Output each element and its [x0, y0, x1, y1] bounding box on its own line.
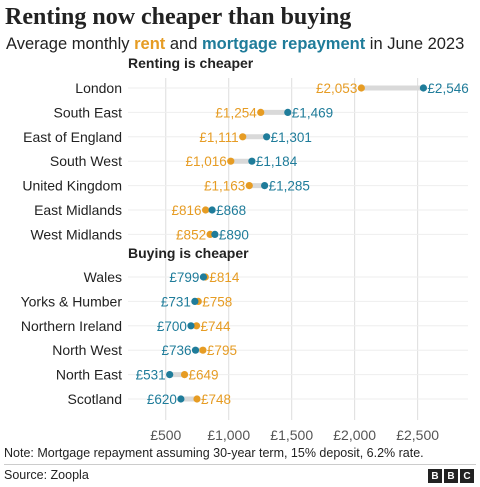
subtitle-mid: and [165, 35, 202, 53]
rent-value-label: £1,111 [199, 130, 238, 145]
x-tick-label: £2,500 [396, 427, 439, 443]
bbc-logo-letter: C [460, 469, 474, 483]
footnote: Note: Mortgage repayment assuming 30-yea… [4, 446, 424, 460]
rent-point [201, 206, 210, 214]
bbc-logo-letter: B [444, 469, 458, 483]
rent-value-label: £816 [172, 203, 202, 218]
bbc-logo: B B C [428, 469, 474, 483]
region-label: East Midlands [34, 202, 122, 218]
mortgage-value-label: £1,285 [269, 179, 310, 194]
mortgage-point [419, 84, 428, 92]
subtitle-mortgage: mortgage repayment [201, 35, 366, 53]
rent-value-label: £852 [176, 227, 206, 242]
rent-point [357, 84, 365, 92]
subtitle-post: in June 2023 [365, 35, 465, 53]
subtitle-pre: Average monthly [6, 35, 135, 53]
region-label: South West [50, 153, 122, 169]
rent-value-label: £649 [189, 368, 219, 383]
mortgage-point [211, 230, 219, 238]
rent-value-label: £2,053 [316, 81, 357, 96]
region-label: Yorks & Humber [21, 293, 123, 309]
rent-point [245, 182, 253, 190]
region-label: United Kingdom [22, 178, 122, 194]
mortgage-value-label: £531 [136, 368, 166, 383]
rent-value-label: £1,163 [204, 179, 245, 194]
mortgage-point [177, 395, 185, 403]
region-label: West Midlands [30, 226, 122, 242]
mortgage-value-label: £1,301 [271, 130, 312, 145]
x-tick-label: £1,500 [270, 427, 313, 443]
region-label: Scotland [68, 391, 122, 407]
region-label: North East [56, 367, 122, 383]
rent-point [227, 157, 235, 165]
mortgage-point [248, 157, 256, 165]
mortgage-point [166, 371, 174, 379]
footer-divider [4, 464, 476, 465]
mortgage-value-label: £890 [219, 227, 249, 242]
rent-point [193, 395, 201, 403]
region-label: London [75, 80, 122, 96]
rent-point [192, 322, 201, 330]
bbc-logo-letter: B [428, 469, 442, 483]
rent-point [199, 346, 207, 354]
source-text: Source: Zoopla [4, 468, 89, 482]
x-tick-label: £500 [150, 427, 181, 443]
mortgage-point [191, 297, 199, 305]
group-header: Renting is cheaper [128, 55, 254, 71]
mortgage-value-label: £799 [169, 270, 199, 285]
mortgage-value-label: £1,184 [256, 154, 298, 169]
region-label: North West [52, 342, 122, 358]
subtitle-rent: rent [134, 35, 166, 53]
rent-point [239, 133, 247, 141]
mortgage-value-label: £2,546 [427, 81, 468, 96]
mortgage-value-label: £868 [216, 203, 246, 218]
rent-value-label: £814 [209, 270, 240, 285]
rent-value-label: £748 [201, 392, 231, 407]
group-header: Buying is cheaper [128, 245, 249, 261]
region-label: Wales [84, 269, 122, 285]
rent-value-label: £758 [202, 294, 232, 309]
x-tick-label: £1,000 [207, 427, 250, 443]
mortgage-point [263, 133, 271, 141]
region-label: South East [54, 104, 123, 120]
chart-title: Renting now cheaper than buying [5, 4, 352, 30]
mortgage-point [261, 182, 269, 190]
mortgage-value-label: £1,469 [292, 105, 333, 120]
rent-value-label: £795 [207, 343, 237, 358]
region-label: East of England [23, 129, 122, 145]
mortgage-point [187, 322, 195, 330]
region-label: Northern Ireland [21, 318, 122, 334]
rent-value-label: £1,016 [185, 154, 226, 169]
mortgage-value-label: £620 [147, 392, 177, 407]
rent-value-label: £1,254 [215, 105, 257, 120]
mortgage-value-label: £731 [161, 294, 191, 309]
rent-point [180, 371, 189, 379]
chart-subtitle: Average monthly rent and mortgage repaym… [6, 35, 464, 54]
x-tick-label: £2,000 [333, 427, 376, 443]
rent-value-label: £744 [201, 319, 232, 334]
mortgage-point [199, 273, 208, 281]
mortgage-point [191, 346, 200, 354]
mortgage-point [208, 206, 216, 214]
mortgage-point [284, 108, 292, 116]
rent-point [257, 108, 265, 116]
mortgage-value-label: £700 [157, 319, 187, 334]
mortgage-value-label: £736 [161, 343, 191, 358]
